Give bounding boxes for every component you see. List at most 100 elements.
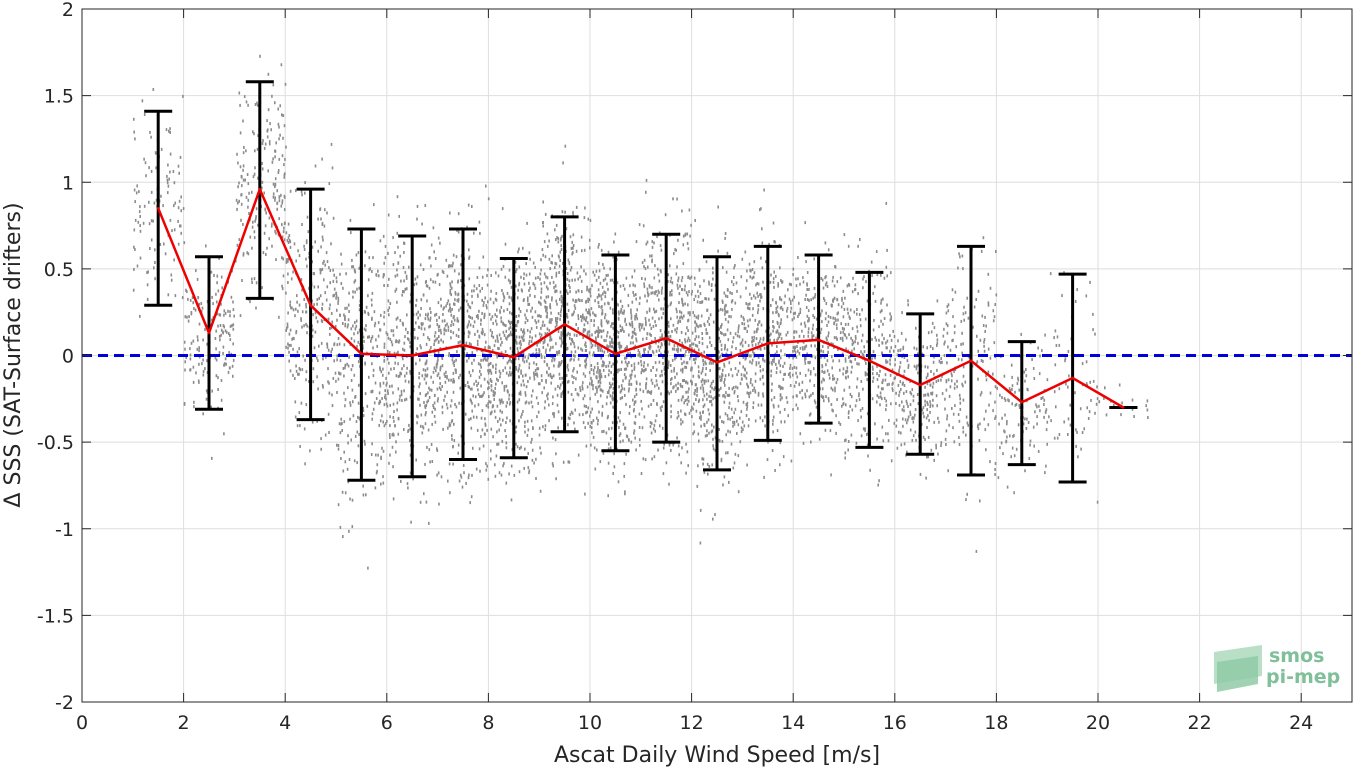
scatter-point xyxy=(746,391,749,395)
scatter-point xyxy=(549,348,551,352)
scatter-point xyxy=(669,364,672,367)
scatter-point xyxy=(150,238,153,242)
scatter-point xyxy=(392,402,395,406)
scatter-point xyxy=(595,314,597,318)
scatter-point xyxy=(879,391,882,395)
scatter-point xyxy=(232,358,235,362)
scatter-point xyxy=(426,284,429,288)
scatter-point xyxy=(178,199,181,203)
scatter-point xyxy=(577,453,580,457)
scatter-point xyxy=(708,323,711,326)
scatter-point xyxy=(368,268,370,272)
scatter-point xyxy=(629,405,631,409)
scatter-point xyxy=(288,350,290,354)
scatter-point xyxy=(602,389,604,393)
scatter-point xyxy=(486,283,489,287)
scatter-point xyxy=(556,302,558,306)
scatter-point xyxy=(623,367,626,371)
scatter-point xyxy=(673,367,675,371)
scatter-point xyxy=(446,406,449,410)
scatter-point xyxy=(464,347,466,351)
scatter-point xyxy=(894,358,896,362)
scatter-point xyxy=(261,186,263,190)
scatter-point xyxy=(583,269,585,273)
scatter-point xyxy=(802,347,804,351)
scatter-point xyxy=(334,324,337,328)
scatter-point xyxy=(443,328,445,332)
scatter-point xyxy=(436,323,439,326)
scatter-point xyxy=(455,368,457,372)
scatter-point xyxy=(581,290,583,294)
scatter-point xyxy=(597,348,600,352)
scatter-point xyxy=(823,399,825,403)
scatter-point xyxy=(713,425,715,429)
scatter-point xyxy=(138,190,140,194)
scatter-point xyxy=(557,254,560,258)
scatter-point xyxy=(600,319,603,323)
scatter-point xyxy=(728,406,730,410)
scatter-point xyxy=(751,343,754,347)
scatter-point xyxy=(734,332,737,336)
scatter-point xyxy=(271,222,273,226)
scatter-point xyxy=(575,249,578,253)
scatter-point xyxy=(407,337,409,341)
scatter-point xyxy=(481,311,483,315)
scatter-point xyxy=(781,396,783,400)
scatter-point xyxy=(775,310,777,314)
scatter-point xyxy=(560,310,562,314)
scatter-point xyxy=(354,321,356,324)
scatter-point xyxy=(515,335,518,339)
scatter-point xyxy=(810,344,813,348)
scatter-point xyxy=(425,500,428,504)
scatter-point xyxy=(660,392,662,396)
scatter-point xyxy=(585,405,587,408)
scatter-point xyxy=(330,142,333,146)
scatter-point xyxy=(813,306,816,310)
scatter-point xyxy=(776,338,778,342)
scatter-point xyxy=(638,412,641,416)
scatter-point xyxy=(756,328,758,332)
scatter-point xyxy=(474,404,476,408)
scatter-point xyxy=(295,329,298,333)
scatter-point xyxy=(802,276,804,280)
scatter-point xyxy=(177,242,180,246)
scatter-point xyxy=(320,217,322,221)
scatter-point xyxy=(741,377,743,381)
scatter-point xyxy=(495,291,498,295)
scatter-point xyxy=(811,336,813,340)
scatter-point xyxy=(598,346,600,350)
scatter-point xyxy=(885,408,887,412)
scatter-point xyxy=(404,335,406,339)
scatter-point xyxy=(343,450,345,454)
scatter-point xyxy=(695,343,697,347)
scatter-point xyxy=(351,265,353,269)
scatter-point xyxy=(656,403,658,406)
scatter-point xyxy=(556,352,558,356)
scatter-point xyxy=(276,189,278,193)
scatter-point xyxy=(301,193,303,197)
scatter-point xyxy=(278,315,280,319)
scatter-point xyxy=(725,310,728,314)
scatter-point xyxy=(499,375,501,379)
scatter-point xyxy=(419,358,421,362)
scatter-point xyxy=(363,339,365,343)
scatter-point xyxy=(545,348,547,352)
scatter-point xyxy=(858,392,860,396)
scatter-point xyxy=(581,348,584,352)
scatter-point xyxy=(302,354,304,358)
scatter-point xyxy=(583,323,586,327)
scatter-point xyxy=(308,380,310,383)
scatter-point xyxy=(518,398,521,402)
scatter-point xyxy=(771,358,774,362)
scatter-point xyxy=(711,403,713,407)
scatter-point xyxy=(797,256,799,259)
scatter-point xyxy=(686,326,688,330)
scatter-point xyxy=(688,208,691,212)
scatter-point xyxy=(450,399,453,403)
scatter-point xyxy=(555,319,557,322)
scatter-point xyxy=(567,292,569,295)
scatter-point xyxy=(429,307,431,311)
scatter-point xyxy=(540,374,543,378)
scatter-point xyxy=(350,231,352,235)
scatter-point xyxy=(770,273,772,277)
